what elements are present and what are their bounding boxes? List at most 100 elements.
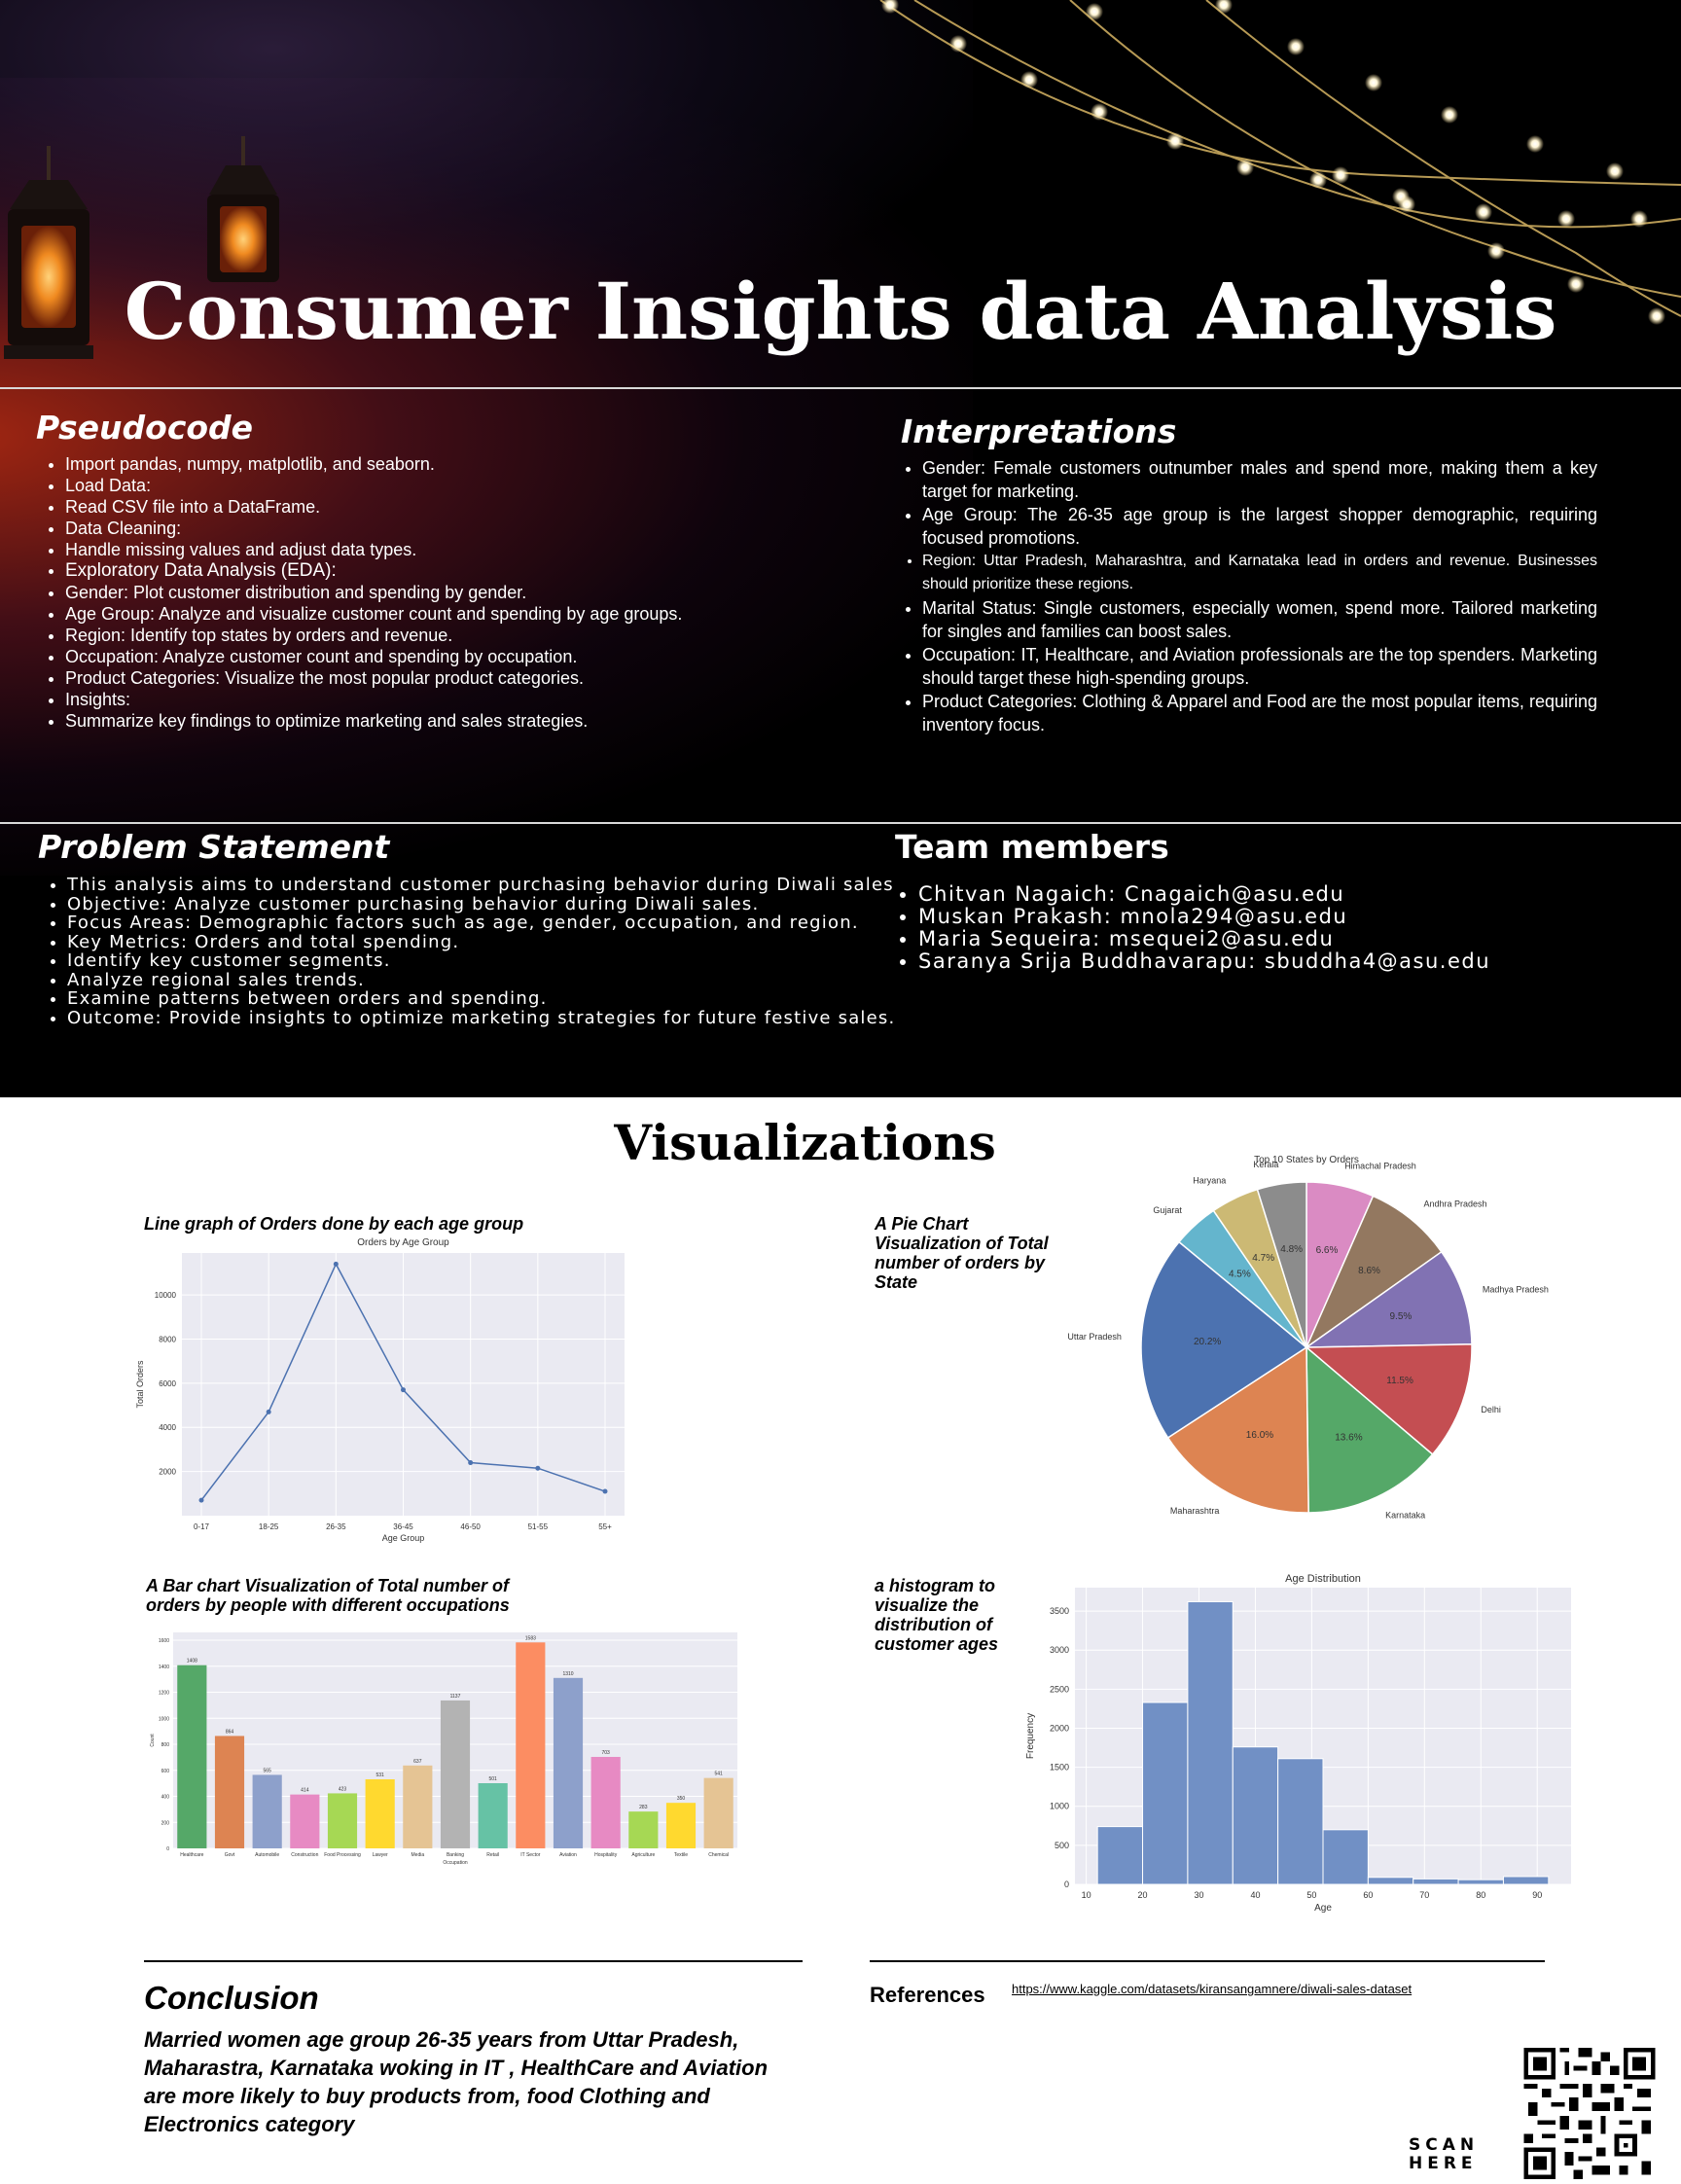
- pie-slice: [1305, 1195, 1443, 1350]
- bar-value-label: 501: [488, 1776, 497, 1782]
- x-tick-label: 50: [1306, 1890, 1316, 1900]
- slice-pct-label: 4.7%: [1252, 1253, 1274, 1264]
- histogram-bar: [1502, 1876, 1550, 1885]
- bar-value-label: 414: [301, 1788, 309, 1794]
- qr-code-icon[interactable]: [1522, 2048, 1657, 2179]
- interpretations-heading: Interpretations: [901, 412, 1177, 450]
- bar-value-label: 541: [714, 1772, 723, 1777]
- bar: [365, 1778, 395, 1848]
- y-tick-label: 6000: [159, 1379, 176, 1388]
- visualizations-heading: Visualizations: [614, 1114, 996, 1171]
- slice-label: Uttar Pradesh: [1067, 1332, 1122, 1342]
- background-haze: [0, 0, 973, 340]
- slice-pct-label: 16.0%: [1246, 1430, 1273, 1441]
- y-tick-label: 1600: [159, 1638, 169, 1644]
- slice-label: Gujarat: [1153, 1205, 1182, 1215]
- slice-label: Andhra Pradesh: [1423, 1199, 1486, 1209]
- conclusion-heading: Conclusion: [144, 1980, 319, 2016]
- slice-pct-label: 20.2%: [1194, 1337, 1221, 1347]
- x-tick-label: 30: [1194, 1890, 1203, 1900]
- bar: [440, 1700, 471, 1848]
- y-axis-label: Frequency: [1025, 1713, 1036, 1759]
- list-item: Gender: Female customers outnumber males…: [922, 456, 1597, 503]
- x-tick-label: 40: [1250, 1890, 1260, 1900]
- list-item: Age Group: The 26-35 age group is the la…: [922, 503, 1597, 550]
- slice-label: Kerala: [1253, 1160, 1278, 1169]
- slice-pct-label: 13.6%: [1335, 1432, 1362, 1443]
- histogram-chart: Age Distribution 0 500 1000 1500 2000 2500 3000…: [1025, 1573, 1571, 1914]
- pie-slice: [1305, 1343, 1473, 1456]
- x-tick-label: 60: [1363, 1890, 1373, 1900]
- slice-pct-label: 6.6%: [1316, 1245, 1339, 1256]
- slice-pct-label: 9.5%: [1390, 1311, 1413, 1322]
- y-tick-label: 3000: [1050, 1645, 1069, 1655]
- histogram-bar: [1096, 1826, 1144, 1885]
- list-item: Insights:: [65, 689, 863, 710]
- y-tick-label: 2000: [1050, 1723, 1069, 1733]
- data-point: [198, 1497, 204, 1503]
- bar-value-label: 1408: [187, 1659, 197, 1665]
- x-tick-label: 0-17: [194, 1522, 210, 1531]
- bar: [628, 1811, 659, 1848]
- chart-title: Orders by Age Group: [357, 1237, 449, 1248]
- list-item: Age Group: Analyze and visualize custome…: [65, 603, 863, 625]
- bar: [327, 1793, 358, 1848]
- histogram-bar: [1413, 1878, 1459, 1885]
- bar-value-label: 565: [263, 1768, 271, 1773]
- list-item: Gender: Plot customer distribution and s…: [65, 582, 863, 603]
- decorations: [4, 0, 1681, 359]
- y-tick-label: 1000: [1050, 1802, 1069, 1811]
- histogram-bar: [1232, 1746, 1279, 1885]
- data-point: [535, 1465, 541, 1471]
- bar-value-label: 283: [639, 1805, 648, 1810]
- x-tick-label: 80: [1476, 1890, 1485, 1900]
- reference-link[interactable]: https://www.kaggle.com/datasets/kiransan…: [1012, 1982, 1413, 1996]
- y-axis-label: Count: [150, 1734, 156, 1747]
- bar: [290, 1794, 320, 1848]
- slice-label: Maharashtra: [1170, 1506, 1220, 1516]
- bar-value-label: 1583: [525, 1635, 536, 1641]
- list-item: Analyze regional sales trends.: [67, 970, 923, 990]
- x-tick-label: Automobile: [255, 1852, 279, 1858]
- y-tick-label: 600: [161, 1769, 170, 1774]
- x-tick-label: 55+: [598, 1522, 612, 1531]
- team-member: Muskan Prakash: mnola294@asu.edu: [918, 906, 1681, 928]
- x-tick-label: Lawyer: [373, 1852, 388, 1858]
- histogram-caption: a histogram to visualize the distributio…: [875, 1576, 999, 1654]
- x-tick-label: Retail: [486, 1852, 499, 1858]
- x-tick-label: Textile: [674, 1852, 688, 1858]
- bar-value-label: 637: [413, 1759, 422, 1765]
- pie-chart-caption: A Pie Chart Visualization of Total numbe…: [875, 1214, 1049, 1292]
- bar-value-label: 350: [677, 1796, 686, 1802]
- divider: [144, 1960, 803, 1962]
- pie-chart: Top 10 States by Orders 6.6% Himachal Prad…: [1067, 1155, 1549, 1520]
- list-item: Load Data:: [65, 475, 863, 496]
- y-tick-label: 500: [1055, 1841, 1069, 1850]
- lantern-left-icon: [4, 146, 93, 359]
- bar: [214, 1736, 245, 1848]
- bar: [403, 1765, 433, 1848]
- x-axis-label: Occupation: [443, 1860, 468, 1866]
- interpretations-list: Gender: Female customers outnumber males…: [893, 456, 1597, 736]
- list-item: Marital Status: Single customers, especi…: [922, 596, 1597, 643]
- pie-slice: [1166, 1345, 1309, 1514]
- x-tick-label: Govt: [225, 1852, 235, 1858]
- references-heading: References: [870, 1983, 985, 2007]
- problem-list: This analysis aims to understand custome…: [38, 876, 923, 1027]
- slice-pct-label: 11.5%: [1386, 1376, 1413, 1386]
- divider: [0, 822, 1681, 824]
- x-tick-label: 26-35: [326, 1522, 346, 1531]
- bar: [252, 1774, 282, 1848]
- y-tick-label: 1500: [1050, 1763, 1069, 1772]
- x-tick-label: IT Sector: [520, 1852, 541, 1858]
- team-member: Chitvan Nagaich: Cnagaich@asu.edu: [918, 883, 1681, 906]
- y-tick-label: 0: [166, 1846, 169, 1852]
- y-tick-label: 2000: [159, 1468, 176, 1477]
- list-item: Objective: Analyze customer purchasing b…: [67, 894, 923, 914]
- x-tick-label: 70: [1419, 1890, 1429, 1900]
- x-axis-label: Age: [1314, 1903, 1332, 1914]
- divider: [870, 1960, 1545, 1962]
- list-item: Identify key customer segments.: [67, 951, 923, 971]
- x-tick-label: 10: [1082, 1890, 1091, 1900]
- list-item: Exploratory Data Analysis (EDA):: [65, 560, 863, 582]
